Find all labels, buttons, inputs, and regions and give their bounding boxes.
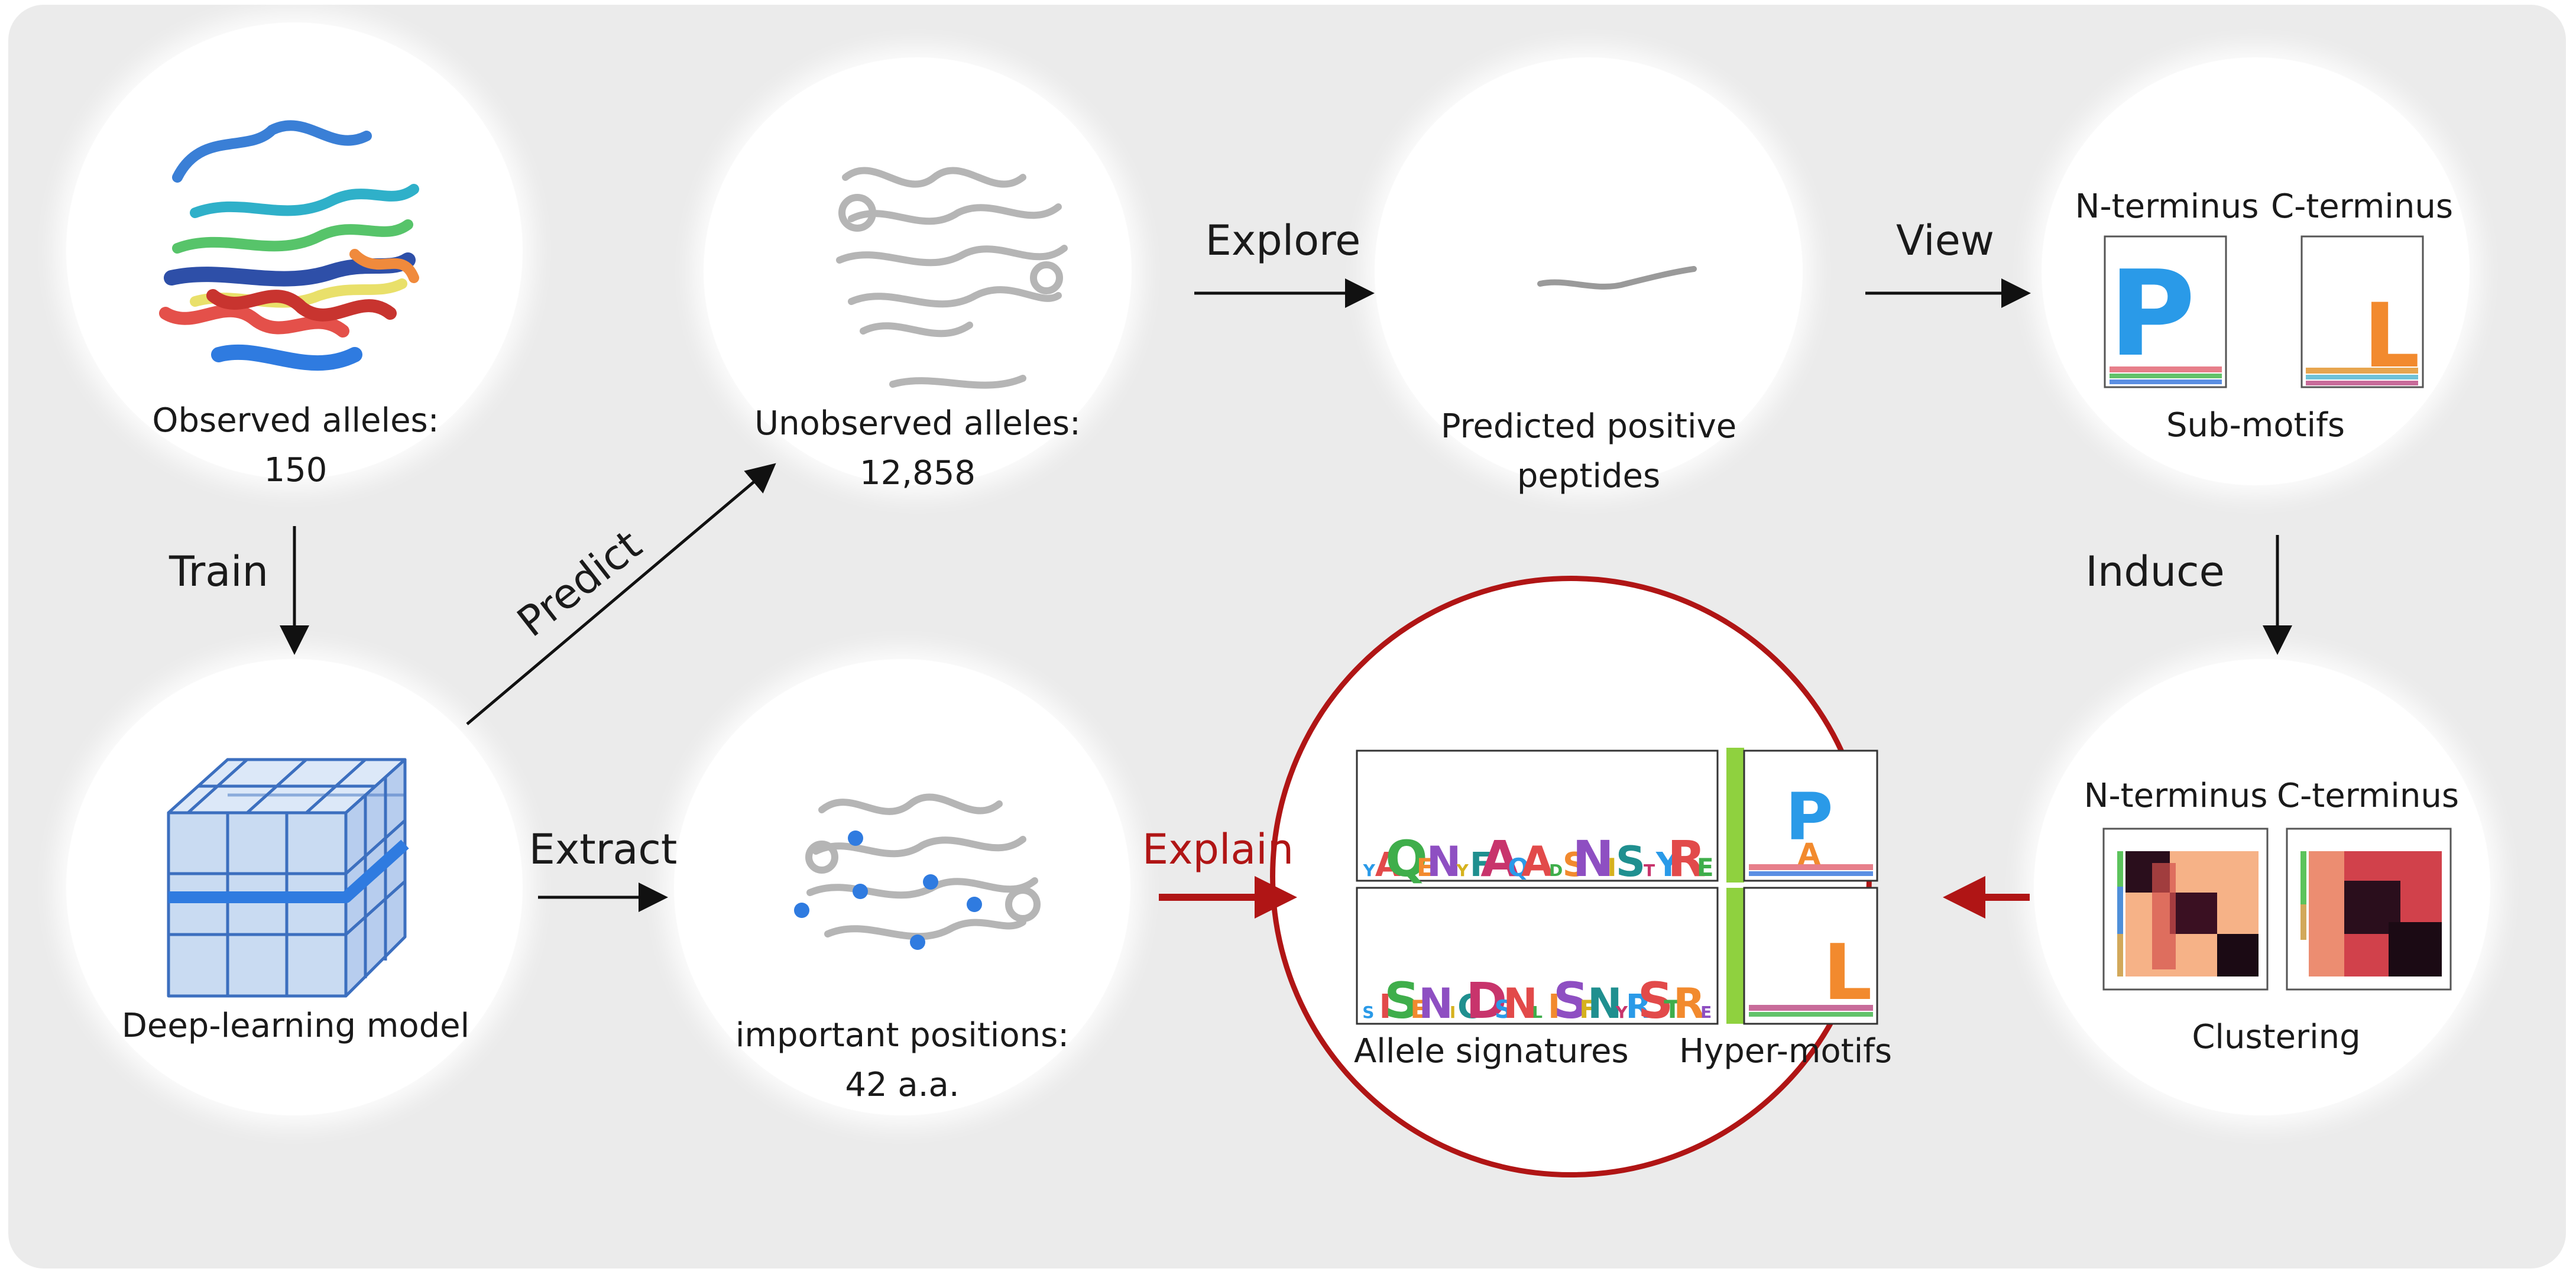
submotif-c-logo: L — [2300, 235, 2424, 388]
positions-label: important positions: 42 a.a. — [725, 1011, 1080, 1110]
logo-letter: I — [1379, 988, 1391, 1026]
logo-letter: Q — [1385, 830, 1427, 888]
logo-letter: F — [1470, 846, 1492, 884]
predicted-line2: peptides — [1517, 457, 1661, 495]
logo-letter: N — [1427, 838, 1462, 886]
predicted-line1: Predicted positive — [1440, 407, 1737, 446]
logo-letter: L — [1532, 1003, 1543, 1022]
submotif-c-letter: L — [2363, 285, 2420, 388]
clustering-c-heatmap — [2286, 828, 2452, 991]
predict-arrow — [466, 463, 776, 725]
explain-label: Explain — [1142, 825, 1294, 874]
logo-letter: A — [1375, 846, 1401, 884]
logo-letter: E — [1411, 995, 1428, 1024]
submotif-n-logo: P — [2104, 235, 2227, 388]
logo-letter: E — [1700, 1003, 1712, 1022]
logo-letter: T — [1664, 995, 1681, 1024]
allele-signatures-caption: Allele signatures — [1354, 1032, 1629, 1070]
peptide-ribbon-icon — [1537, 266, 1697, 290]
logo-letter: D — [1549, 861, 1563, 880]
logo-letter: F — [1579, 995, 1596, 1024]
positions-circle — [674, 659, 1130, 1115]
logo-letter: Y — [1615, 1003, 1628, 1022]
position-dots — [794, 830, 982, 950]
logo-letter: I — [1548, 988, 1560, 1026]
logo-letter: S — [1362, 1003, 1374, 1022]
logo-letter: I — [1450, 1003, 1456, 1022]
submotif-n-title: N-terminus — [2075, 187, 2259, 226]
logo-letter: Y — [1655, 846, 1681, 884]
observed-line2: 150 — [264, 451, 328, 489]
extract-label: Extract — [529, 825, 678, 874]
hypermotif-bar-bottom — [1726, 888, 1744, 1024]
logo-letter: R — [1626, 988, 1651, 1026]
hypermotif-c-letter: L — [1823, 927, 1872, 1017]
hypermotif-c-logo: L — [1743, 887, 1878, 1025]
logo-letter: I — [1607, 853, 1616, 882]
unobserved-protein-icon — [836, 167, 1068, 389]
logo-letter: S — [1563, 846, 1586, 884]
arrows — [280, 278, 2292, 912]
model-caption: Deep-learning model — [121, 1007, 470, 1045]
logo-letter: A — [1480, 830, 1519, 888]
clustering-c-title: C-terminus — [2276, 777, 2460, 815]
unobserved-alleles-label: Unobserved alleles: 12,858 — [740, 399, 1095, 498]
logo-letter: C — [1457, 988, 1482, 1026]
unobserved-line2: 12,858 — [860, 454, 976, 492]
logo-letter: N — [1587, 979, 1622, 1028]
hypermotif-n-letter: P — [1786, 779, 1833, 855]
allele-signature-top — [1356, 750, 1719, 882]
logo-letter: N — [1503, 979, 1538, 1028]
predicted-peptides-circle — [1375, 57, 1803, 485]
cube-icon — [167, 758, 407, 998]
train-label: Train — [169, 547, 268, 596]
hypermotif-n-logo: P A — [1743, 750, 1878, 882]
positions-line2: 42 a.a. — [845, 1066, 960, 1104]
submotif-n-letter: P — [2109, 245, 2196, 383]
positions-protein-icon — [805, 793, 1041, 940]
logo-letter: N — [1573, 830, 1614, 888]
observed-protein-icon — [159, 120, 419, 371]
hypermotif-n-letter-2: A — [1798, 837, 1821, 871]
observed-line1: Observed alleles: — [152, 401, 439, 440]
logo-letter: E — [1697, 853, 1714, 882]
observed-alleles-label: Observed alleles: 150 — [118, 396, 473, 495]
induce-label: Induce — [2085, 547, 2225, 596]
observed-alleles-circle — [66, 22, 523, 479]
logo-letter: R — [1673, 979, 1705, 1028]
logo-letter: S — [1638, 972, 1674, 1030]
logo-letter: S — [1553, 972, 1589, 1030]
allele-signature-bottom — [1356, 887, 1719, 1025]
explore-label: Explore — [1205, 216, 1361, 265]
logo-letter: T — [1644, 861, 1655, 880]
view-label: View — [1895, 216, 1995, 265]
logo-letter: S — [1495, 995, 1512, 1024]
logo-letter: S — [1616, 838, 1645, 886]
predicted-peptides-label: Predicted positive peptides — [1411, 402, 1766, 501]
clustering-caption: Clustering — [2192, 1018, 2361, 1056]
positions-line1: important positions: — [735, 1016, 1070, 1055]
logo-letter: Y — [1456, 861, 1469, 880]
submotif-caption: Sub-motifs — [2166, 406, 2345, 445]
logo-letter: R — [1667, 830, 1706, 888]
cube-band-icon — [169, 839, 409, 903]
logo-letter: E — [1417, 853, 1434, 882]
logo-letter: A — [1521, 838, 1553, 886]
submotif-c-title: C-terminus — [2270, 187, 2454, 226]
logo-letter: N — [1418, 979, 1453, 1028]
clustering-n-title: N-terminus — [2084, 777, 2268, 815]
logo-letter: Q — [1508, 853, 1530, 882]
logo-letter: S — [1384, 972, 1420, 1030]
logo-letter: D — [1466, 972, 1507, 1030]
hyper-motifs-caption: Hyper-motifs — [1679, 1032, 1893, 1070]
unobserved-line1: Unobserved alleles: — [754, 404, 1081, 443]
clustering-n-heatmap — [2102, 828, 2269, 991]
hypermotif-bar-top — [1726, 748, 1744, 883]
logo-letter: Y — [1363, 861, 1376, 880]
